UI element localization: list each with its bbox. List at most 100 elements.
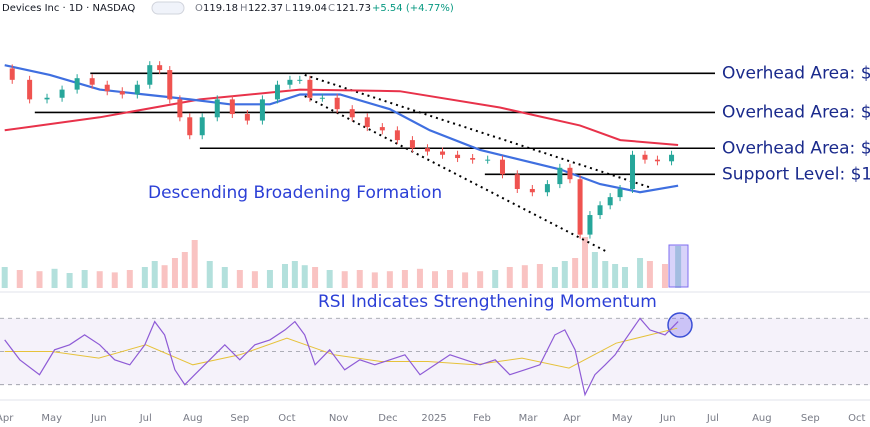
change: +5.54 (+4.77%) [372,3,454,14]
x-tick-label: Jul [706,413,719,424]
rsi-line [4,317,679,397]
volume-bar [281,264,288,288]
price-candle [199,117,205,136]
price-candle [642,154,648,160]
price-candle [499,159,505,175]
price-candle [630,154,636,189]
ma50-line [4,64,679,194]
price-candle [544,184,550,193]
price-candle [654,159,660,162]
x-tick-label: Aug [752,413,772,424]
price-candle [119,91,125,95]
close: 121.73 [336,3,371,14]
x-tick-label: May [41,413,62,424]
level-label: Overhead Area: $ [722,138,870,158]
volume-bar [66,273,73,288]
volume-bar [582,237,589,288]
volume-bar [96,271,103,288]
x-tick-label: Jul [139,413,152,424]
toggle-pill[interactable] [151,1,185,15]
volume-bar [221,267,228,288]
volume-bar [401,270,408,288]
price-candle [394,130,400,141]
price-candle [557,167,563,185]
volume-bar [312,267,319,288]
volume-bar [81,270,88,288]
x-tick-label: Apr [0,413,14,424]
open-label: O [195,3,203,14]
volume-bar [126,270,133,288]
price-candle [514,174,520,189]
volume-bar [266,270,273,288]
price-candle [409,140,415,149]
price-candle [27,79,33,100]
high: 122.37 [248,3,283,14]
x-tick-label: Apr [563,413,581,424]
rsi-annotation: RSI Indicates Strengthening Momentum [318,292,657,312]
volume-bar [447,270,454,288]
volume-bar [356,270,363,288]
volume-bar [16,270,23,288]
volume-bar [326,270,333,288]
price-candle [617,188,623,198]
volume-bar [661,264,668,288]
volume-bar [161,265,168,288]
price-candle [485,159,491,161]
low: 119.04 [292,3,327,14]
x-tick-label: Dec [378,413,397,424]
level-label: Overhead Area: $ [722,63,870,83]
volume-bar [206,261,213,288]
price-candle [334,97,340,110]
volume-bar [416,268,423,288]
price-candle [379,127,385,131]
price-candle [259,99,265,121]
volume-bar [521,265,528,288]
volume-bar [291,261,298,288]
price-candle [587,215,593,235]
volume-bar [492,270,499,288]
x-tick-label: Jun [90,413,107,424]
high-label: H [240,3,248,14]
ma200-line [4,88,679,146]
volume-bar [141,267,148,288]
price-candle [104,84,110,92]
level-label: Overhead Area: $ [722,102,870,122]
price-candle [349,109,355,118]
close-label: C [328,3,335,14]
x-tick-label: Sep [230,413,249,424]
volume-bar [621,267,628,288]
price-candle [364,117,370,128]
volume-bar [462,272,469,288]
price-candle [529,188,535,193]
volume-bar [675,246,682,288]
volume-highlight [668,244,689,288]
volume-bar [536,264,543,288]
low-label: L [285,3,291,14]
price-candle [307,79,313,98]
price-candle [177,99,183,118]
trendline [304,73,651,189]
volume-bar [181,252,188,288]
trendline [304,95,606,252]
price-candle [44,97,50,100]
open: 119.18 [203,3,238,14]
price-candle [74,78,80,90]
volume-bar [191,240,198,288]
price-candle [89,78,95,85]
price-candle [470,158,476,160]
volume-bar [637,258,644,288]
level-label: Support Level: $1 [722,164,870,184]
volume-bar [561,261,568,288]
price-candle [274,84,280,100]
x-tick-label: 2025 [421,413,446,424]
price-candle [424,148,430,152]
volume-bar [572,258,579,288]
price-candle [455,154,461,159]
volume-bar [111,272,118,288]
volume-bar [36,271,43,288]
x-tick-label: Aug [183,413,203,424]
volume-bar [151,261,158,288]
x-tick-label: Nov [329,413,349,424]
price-candle [244,114,250,121]
